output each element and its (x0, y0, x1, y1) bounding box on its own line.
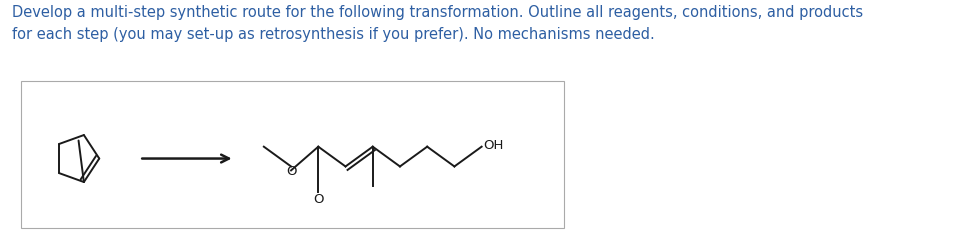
Bar (20, 81, 564, 228)
Text: OH: OH (484, 139, 504, 152)
Text: Develop a multi-step synthetic route for the following transformation. Outline a: Develop a multi-step synthetic route for… (12, 5, 863, 20)
Text: O: O (286, 165, 296, 179)
Text: O: O (313, 193, 324, 206)
Text: for each step (you may set-up as retrosynthesis if you prefer). No mechanisms ne: for each step (you may set-up as retrosy… (12, 27, 655, 42)
